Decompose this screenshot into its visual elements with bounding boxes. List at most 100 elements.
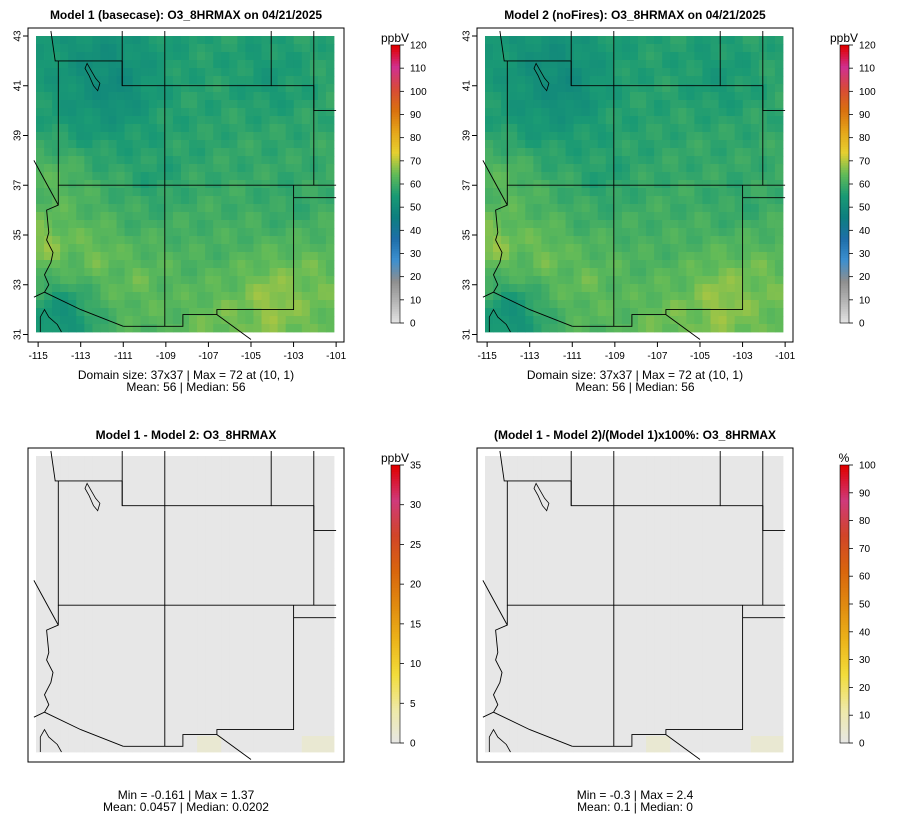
grid-cell (678, 220, 687, 229)
grid-cell (116, 544, 125, 553)
grid-cell (766, 84, 776, 93)
grid-cell (766, 132, 776, 141)
grid-cell (317, 44, 327, 53)
grid-cell (565, 108, 574, 117)
grid-cell (742, 172, 752, 181)
grid-cell (164, 472, 174, 481)
grid-cell (253, 276, 262, 285)
colorbar-segment (391, 225, 400, 229)
grid-cell (301, 140, 311, 149)
grid-cell (140, 616, 150, 625)
grid-cell (662, 92, 671, 101)
grid-cell (589, 464, 599, 473)
grid-cell (60, 132, 69, 141)
grid-cell (132, 148, 142, 157)
grid-cell (629, 148, 639, 157)
grid-cell (68, 464, 77, 473)
grid-cell (325, 172, 335, 181)
grid-cell (189, 744, 198, 753)
grid-cell (100, 616, 109, 625)
colorbar-segment (391, 685, 400, 688)
grid-cell (213, 552, 222, 561)
grid-cell (509, 472, 518, 481)
grid-cell (52, 616, 61, 625)
grid-cell (140, 736, 150, 745)
grid-cell (269, 164, 279, 173)
grid-cell (317, 324, 327, 333)
grid-cell (213, 220, 222, 229)
grid-cell (76, 688, 85, 697)
grid-cell (197, 568, 206, 577)
grid-cell (629, 76, 639, 85)
grid-cell (702, 292, 711, 301)
colorbar-segment (391, 214, 400, 217)
grid-cell (774, 52, 784, 61)
grid-cell (108, 316, 117, 325)
colorbar-segment (840, 163, 849, 166)
grid-cell (205, 552, 214, 561)
grid-cell (325, 488, 335, 497)
grid-cell (237, 276, 246, 285)
grid-cell (100, 36, 109, 45)
grid-cell (180, 640, 190, 649)
grid-cell (269, 252, 279, 261)
grid-cell (301, 464, 311, 473)
colorbar-segment (391, 316, 400, 319)
grid-cell (172, 592, 182, 601)
grid-cell (670, 188, 679, 197)
grid-cell (325, 36, 335, 45)
grid-cell (581, 236, 591, 245)
grid-cell (517, 520, 526, 529)
grid-cell (68, 92, 77, 101)
grid-cell (180, 576, 190, 585)
colorbar-segment (391, 63, 400, 67)
grid-cell (565, 512, 574, 521)
grid-cell (573, 276, 583, 285)
grid-cell (702, 276, 711, 285)
grid-cell (605, 456, 615, 465)
colorbar-segment (391, 89, 400, 92)
grid-cell (132, 688, 142, 697)
colorbar-segment (391, 119, 400, 122)
grid-cell (629, 172, 639, 181)
grid-cell (140, 188, 150, 197)
grid-cell (76, 552, 85, 561)
grid-cell (734, 108, 744, 117)
grid-cell (132, 76, 142, 85)
colorbar-tick-label: 80 (859, 133, 871, 144)
grid-cell (293, 728, 303, 737)
colorbar-segment (391, 299, 400, 303)
grid-cell (301, 44, 311, 53)
grid-cell (237, 220, 246, 229)
grid-cell (525, 204, 534, 213)
grid-cell (613, 284, 623, 293)
grid-cell (742, 116, 752, 125)
grid-cell (710, 252, 719, 261)
grid-cell (253, 164, 262, 173)
colorbar-segment (391, 72, 400, 76)
colorbar-segment (391, 678, 400, 681)
grid-cell (124, 252, 134, 261)
grid-cell (301, 672, 311, 681)
grid-cell (654, 188, 663, 197)
grid-cell (213, 268, 222, 277)
grid-cell (541, 68, 550, 77)
grid-cell (52, 92, 61, 101)
grid-cell (557, 260, 566, 269)
grid-cell (156, 324, 166, 333)
grid-cell (44, 132, 53, 141)
grid-cell (702, 68, 711, 77)
grid-cell (734, 212, 744, 221)
grid-cell (493, 164, 502, 173)
y-tick-label: 31 (13, 328, 24, 340)
grid-cell (76, 560, 85, 569)
grid-cell (100, 68, 109, 77)
colorbar-segment (840, 202, 849, 206)
grid-cell (613, 140, 623, 149)
grid-cell (686, 44, 695, 53)
grid-cell (108, 520, 117, 529)
grid-cell (485, 268, 494, 277)
grid-cell (164, 672, 174, 681)
grid-cell (92, 260, 101, 269)
grid-cell (493, 180, 502, 189)
